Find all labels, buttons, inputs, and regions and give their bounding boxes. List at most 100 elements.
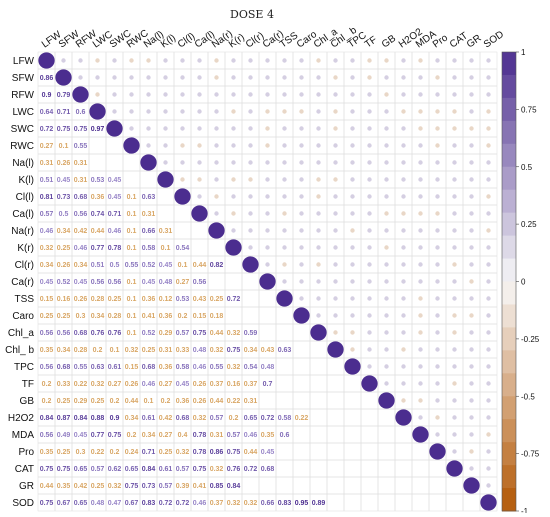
- correlation-circle: [180, 143, 185, 148]
- correlation-circle: [435, 160, 440, 165]
- colorbar-segment: [502, 258, 516, 282]
- correlation-circle: [316, 143, 321, 148]
- correlation-circle: [197, 160, 202, 165]
- correlation-value: 0.84: [74, 415, 88, 422]
- correlation-circle: [367, 211, 372, 216]
- correlation-circle: [248, 92, 253, 97]
- correlation-value: 0.27: [40, 143, 54, 150]
- correlation-value: 0.43: [261, 347, 275, 354]
- correlation-value: 0.72: [261, 415, 275, 422]
- correlation-circle: [401, 126, 406, 131]
- correlation-value: 0.27: [108, 381, 122, 388]
- correlation-circle: [384, 262, 389, 267]
- correlation-value: 0.57: [159, 483, 173, 490]
- correlation-circle: [299, 143, 304, 148]
- correlation-circle: [265, 92, 270, 97]
- row-label: Na(r): [11, 226, 34, 237]
- correlation-value: 0.56: [40, 364, 54, 371]
- correlation-circle: [282, 245, 287, 250]
- correlation-circle: [248, 126, 253, 131]
- correlation-circle: [282, 75, 287, 80]
- correlation-circle: [418, 398, 423, 403]
- correlation-circle: [129, 126, 134, 131]
- correlation-circle: [248, 143, 253, 148]
- correlation-circle: [367, 245, 372, 250]
- colorbar-segment: [502, 304, 516, 328]
- correlation-value: 0.46: [74, 245, 88, 252]
- correlation-value: 0.36: [176, 398, 190, 405]
- correlation-value: 0.25: [91, 483, 105, 490]
- correlation-value: 0.1: [161, 245, 171, 252]
- correlation-circle: [486, 75, 491, 80]
- correlation-value: 0.32: [227, 500, 241, 507]
- correlation-circle: [452, 330, 457, 335]
- correlation-circle: [180, 75, 185, 80]
- correlation-circle: [401, 109, 406, 114]
- correlation-value: 0.32: [176, 449, 190, 456]
- correlation-value: 0.15: [193, 313, 207, 320]
- diagonal-circle-Cl(r): [242, 256, 259, 273]
- correlation-value: 0.1: [127, 194, 137, 201]
- correlation-value: 0.67: [57, 500, 71, 507]
- correlation-circle: [197, 143, 202, 148]
- correlation-value: 0.36: [159, 364, 173, 371]
- correlation-value: 0.57: [91, 466, 105, 473]
- correlation-value: 0.45: [261, 449, 275, 456]
- correlation-value: 0.2: [161, 398, 171, 405]
- row-label: TSS: [15, 294, 35, 305]
- correlation-value: 0.75: [227, 347, 241, 354]
- correlation-circle: [418, 160, 423, 165]
- correlation-value: 0.58: [176, 364, 190, 371]
- correlation-circle: [384, 279, 389, 284]
- grid-layer: [37, 51, 498, 512]
- correlation-value: 0.68: [57, 364, 71, 371]
- diagonal-circle-Chl_ b: [327, 341, 344, 358]
- correlation-value: 0.42: [159, 415, 173, 422]
- correlation-circle: [384, 245, 389, 250]
- correlation-circle: [435, 262, 440, 267]
- correlation-circle: [316, 262, 321, 267]
- correlation-value: 0.41: [142, 313, 156, 320]
- correlation-circle: [146, 126, 151, 131]
- correlation-circle: [401, 347, 406, 352]
- correlation-circle: [231, 177, 236, 182]
- correlation-circle: [78, 75, 83, 80]
- correlation-value: 0.79: [57, 92, 71, 99]
- correlation-circle: [452, 58, 457, 63]
- correlation-circle: [146, 109, 151, 114]
- correlation-circle: [214, 194, 219, 199]
- correlation-circle: [333, 279, 338, 284]
- correlation-circle: [384, 160, 389, 165]
- correlation-circle: [435, 245, 440, 250]
- correlation-value: 0.34: [125, 415, 139, 422]
- colorbar-segment: [502, 396, 516, 420]
- correlation-circle: [384, 75, 389, 80]
- correlation-circle: [469, 160, 474, 165]
- correlation-circle: [299, 75, 304, 80]
- correlation-circle: [469, 330, 474, 335]
- correlation-value: 0.73: [142, 483, 156, 490]
- correlation-value: 0.56: [91, 279, 105, 286]
- correlation-circle: [180, 92, 185, 97]
- correlation-circle: [418, 109, 423, 114]
- correlation-circle: [350, 194, 355, 199]
- correlation-circle: [282, 262, 287, 267]
- correlation-circle: [469, 364, 474, 369]
- correlation-circle: [231, 126, 236, 131]
- correlation-circle: [146, 75, 151, 80]
- correlation-value: 0.45: [74, 279, 88, 286]
- correlation-value: 0.61: [142, 415, 156, 422]
- correlation-circle: [333, 211, 338, 216]
- correlation-value: 0.2: [42, 398, 52, 405]
- correlation-value: 0.35: [40, 449, 54, 456]
- correlation-circle: [112, 58, 117, 63]
- correlation-circle: [197, 92, 202, 97]
- correlation-circle: [384, 330, 389, 335]
- correlation-circle: [163, 75, 168, 80]
- colorbar-segment: [502, 327, 516, 351]
- correlation-value: 0.5: [110, 262, 120, 269]
- correlation-circle: [418, 92, 423, 97]
- correlation-circle: [469, 228, 474, 233]
- correlation-circle: [435, 143, 440, 148]
- correlation-circle: [333, 143, 338, 148]
